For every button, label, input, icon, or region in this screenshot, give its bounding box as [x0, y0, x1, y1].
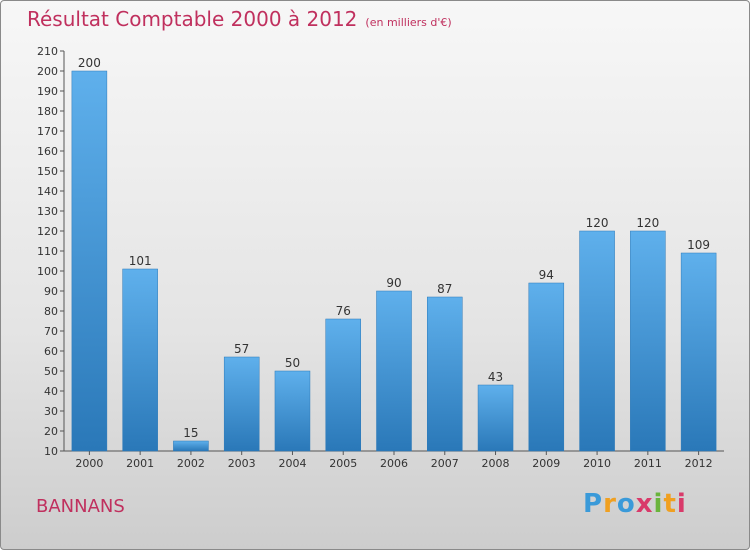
y-tick-label: 50 [44, 365, 58, 378]
bar-value-label: 109 [687, 238, 710, 252]
bar-2002 [173, 440, 209, 452]
bar-value-label: 101 [129, 254, 152, 268]
bar-2007 [427, 296, 463, 452]
bar-value-label: 43 [488, 370, 503, 384]
bar-value-label: 120 [636, 216, 659, 230]
bar-value-label: 15 [183, 426, 198, 440]
y-tick-label: 200 [37, 65, 58, 78]
bar-2011 [630, 230, 666, 452]
bar-2010 [579, 230, 615, 452]
y-tick-label: 160 [37, 145, 58, 158]
bar-2012 [680, 252, 717, 452]
chart-title-block: Résultat Comptable 2000 à 2012 (en millie… [27, 7, 452, 31]
x-tick-label: 2005 [329, 457, 357, 470]
y-tick-label: 170 [37, 125, 58, 138]
bar-value-label: 57 [234, 342, 249, 356]
y-tick-label: 130 [37, 205, 58, 218]
y-tick-label: 110 [37, 245, 58, 258]
x-tick-label: 2004 [278, 457, 306, 470]
x-tick-label: 2006 [380, 457, 408, 470]
x-tick-label: 2003 [228, 457, 256, 470]
chart-title: Résultat Comptable 2000 à 2012 [27, 7, 358, 31]
bar-2008 [477, 384, 514, 452]
bar-value-label: 87 [437, 282, 452, 296]
commune-name: BANNANS [36, 496, 125, 517]
y-tick-label: 30 [44, 405, 58, 418]
y-tick-label: 100 [37, 265, 58, 278]
bar-2004 [274, 370, 311, 452]
bar-value-label: 50 [285, 356, 300, 370]
y-tick-label: 20 [44, 425, 58, 438]
chart-subtitle: (en milliers d'€) [365, 16, 452, 29]
x-tick-label: 2010 [583, 457, 611, 470]
y-tick-label: 210 [37, 45, 58, 58]
y-tick-label: 190 [37, 85, 58, 98]
x-tick-label: 2011 [634, 457, 662, 470]
y-tick-label: 70 [44, 325, 58, 338]
proxiti-logo: Proxiti [583, 489, 687, 519]
y-tick-label: 180 [37, 105, 58, 118]
bar-chart: 10 20 30 40 50 60 70 80 90 100 110 120 130 140 150 160 1… [37, 45, 724, 470]
bar-value-label: 94 [539, 268, 554, 282]
bar-value-label: 120 [586, 216, 609, 230]
bar-2005 [325, 318, 361, 452]
y-tick-label: 60 [44, 345, 58, 358]
x-tick-label: 2009 [532, 457, 560, 470]
bar-value-label: 76 [336, 304, 351, 318]
y-tick-label: 120 [37, 225, 58, 238]
y-tick-label: 80 [44, 305, 58, 318]
x-tick-label: 2002 [177, 457, 205, 470]
y-tick-label: 90 [44, 285, 58, 298]
y-tick-label: 150 [37, 165, 58, 178]
bar-value-label: 90 [386, 276, 401, 290]
y-tick-label: 40 [44, 385, 58, 398]
bar-2003 [223, 356, 260, 452]
bar-2000 [71, 70, 108, 452]
x-tick-label: 2012 [685, 457, 713, 470]
y-tick-label: 10 [44, 445, 58, 458]
x-tick-label: 2001 [126, 457, 154, 470]
x-tick-label: 2008 [482, 457, 510, 470]
bar-2001 [122, 268, 158, 452]
y-tick-label: 140 [37, 185, 58, 198]
bar-2009 [528, 282, 565, 452]
x-tick-label: 2007 [431, 457, 459, 470]
x-tick-label: 2000 [75, 457, 103, 470]
bar-value-label: 200 [78, 56, 101, 70]
bar-2006 [376, 290, 412, 452]
